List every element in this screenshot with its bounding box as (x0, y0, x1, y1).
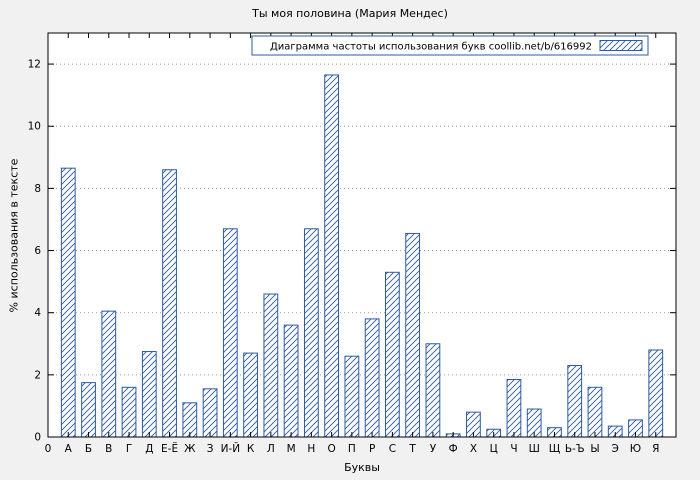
x-tick-label: В (105, 443, 112, 455)
y-tick-label: 2 (34, 369, 41, 381)
x-tick-label: Ц (490, 443, 498, 455)
x-tick-label: Б (85, 443, 92, 455)
plot-border (47, 32, 677, 438)
y-tick-label: 6 (34, 245, 41, 257)
bar-И-Й (222, 228, 238, 438)
bar-Я (648, 349, 664, 438)
x-tick-label: П (348, 443, 356, 455)
bar-З (202, 388, 218, 438)
bar-Ч (506, 379, 522, 438)
y-tick-label: 10 (28, 121, 41, 133)
x-tick-label: Т (408, 443, 416, 455)
bar-Е-Ё (162, 169, 177, 438)
y-tick-label: 8 (34, 183, 41, 195)
x-tick-label: Ю (630, 443, 641, 455)
x-tick-label: Ы (590, 443, 599, 455)
x-tick-label: У (430, 443, 437, 455)
x-tick-label: Р (369, 443, 375, 455)
x-tick-label: Д (145, 443, 153, 455)
bar-Ы (587, 386, 603, 438)
bar-С (385, 271, 400, 438)
x-tick-label: Ч (510, 443, 517, 455)
x-tick-label: Л (267, 443, 275, 455)
bar-Б (81, 382, 96, 438)
x-tick-label: Г (126, 443, 132, 455)
bar-У (425, 343, 441, 438)
bar-Д (141, 351, 157, 438)
bar-Р (364, 318, 380, 438)
x-tick-label: Х (470, 443, 477, 455)
x-tick-label: Н (307, 443, 315, 455)
bar-Г (121, 386, 137, 438)
x-tick-label: Ш (529, 443, 540, 455)
bar-О (324, 74, 340, 438)
bar-П (344, 355, 360, 438)
x-tick-label: А (65, 443, 73, 455)
bar-Н (303, 228, 319, 438)
x-tick-label: С (389, 443, 396, 455)
legend-box (251, 35, 649, 56)
bar-В (101, 310, 117, 438)
y-tick-label: 0 (34, 432, 41, 444)
bar-А (60, 167, 76, 438)
x-tick-label: Щ (549, 443, 561, 455)
x-tick-label: З (207, 443, 214, 455)
x-tick-label: 0 (45, 443, 52, 455)
bar-Т (405, 232, 421, 438)
x-tick-label: Ь-Ъ (565, 443, 585, 455)
x-tick-label: Ж (184, 443, 196, 455)
bar-Ж (182, 402, 198, 438)
y-tick-label: 4 (34, 307, 41, 319)
legend-label: Диаграмма частоты использования букв coo… (270, 42, 592, 53)
x-tick-label: Э (612, 443, 619, 455)
chart-title: Ты моя половина (Мария Мендес) (252, 7, 448, 20)
x-tick-label: И-Й (221, 442, 241, 455)
x-tick-label: М (287, 443, 296, 455)
x-tick-label: О (327, 443, 335, 455)
x-tick-label: Ф (449, 443, 458, 455)
bar-Ь-Ъ (567, 365, 583, 438)
y-tick-label: 12 (28, 59, 41, 71)
x-axis-label: Буквы (344, 461, 380, 474)
bar-К (243, 352, 258, 438)
legend-swatch (599, 40, 643, 51)
x-tick-label: Е-Ё (161, 442, 178, 455)
x-tick-label: Я (652, 443, 659, 455)
x-tick-label: К (247, 443, 255, 455)
bar-Л (263, 293, 279, 438)
bar-М (283, 324, 299, 438)
